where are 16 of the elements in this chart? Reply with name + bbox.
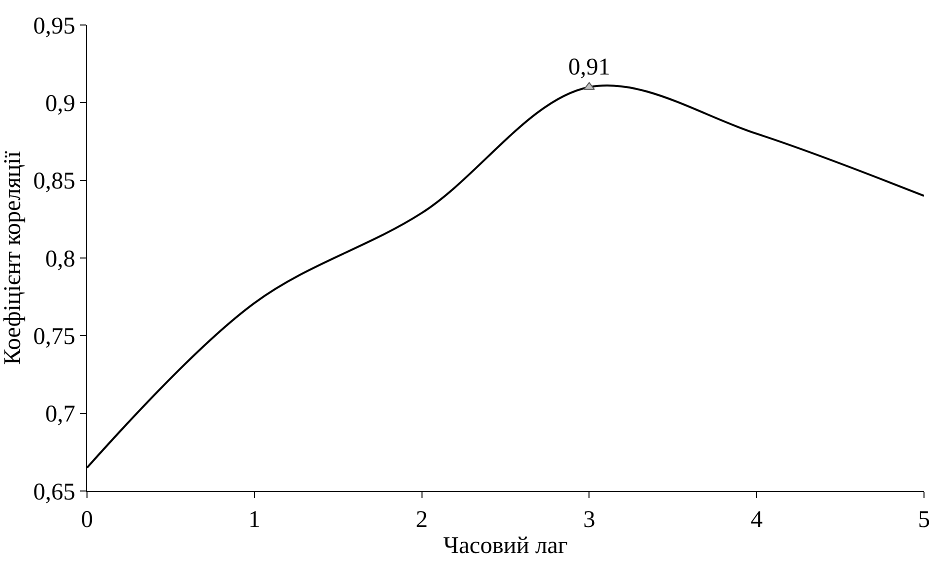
x-tick-label: 1 [248, 506, 260, 533]
data-label: 0,91 [568, 54, 610, 81]
y-tick-label: 0,9 [45, 91, 76, 118]
x-tick-label: 0 [81, 506, 93, 533]
y-tick-label: 0,7 [45, 402, 76, 428]
y-tick-label: 0,75 [33, 324, 76, 350]
x-tick-label: 4 [750, 506, 763, 533]
x-tick-label: 5 [918, 506, 930, 533]
y-tick-label: 0,8 [45, 246, 76, 272]
x-tick-label: 3 [583, 506, 596, 533]
x-axis-title: Часовий лаг [443, 533, 568, 560]
x-tick-label: 2 [416, 506, 428, 533]
y-tick-label: 0,95 [33, 13, 76, 40]
y-axis-title: Коефіцієнт кореляції [0, 150, 26, 365]
y-tick-label: 0,85 [33, 168, 76, 195]
y-tick-label: 0,65 [33, 479, 76, 506]
